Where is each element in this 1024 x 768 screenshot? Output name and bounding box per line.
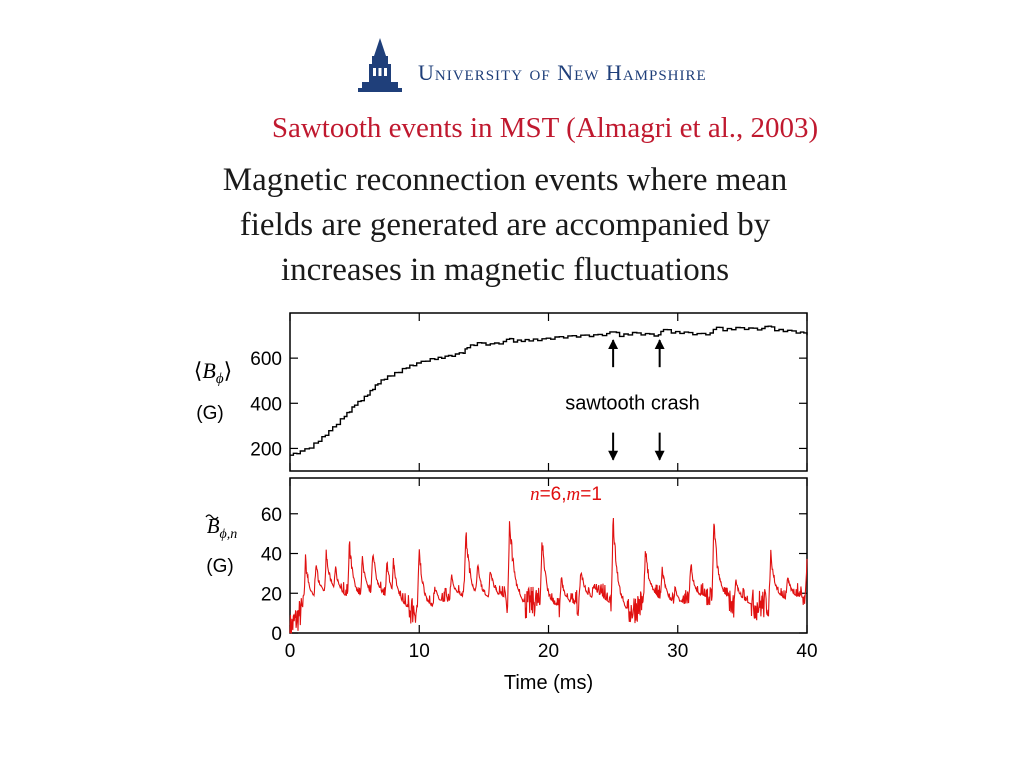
bottom-ytick-label: 60 [261,505,282,526]
bottom-xtick-label: 10 [409,641,430,662]
x-axis-label: Time (ms) [504,672,593,694]
bottom-ytick-label: 0 [271,624,282,645]
bottom-xtick-label: 30 [667,641,688,662]
bottom-ytick-label: 40 [261,545,282,566]
bottom-ylabel-unit: (G) [206,556,233,577]
slide-subtitle: Sawtooth events in MST (Almagri et al., … [271,112,819,144]
bottom-xtick-label: 40 [796,641,817,662]
top-ylabel-unit: (G) [196,403,223,424]
mean-field-series [290,325,808,456]
fluctuation-series [289,517,808,634]
sawtooth-crash-label: sawtooth crash [565,392,700,414]
top-ytick-label: 200 [250,439,282,460]
headline-line-2: fields are generated are accompanied by [239,207,771,243]
university-logo: University of New Hampshire [356,38,756,94]
tilde-mark [205,514,219,520]
top-ytick-label: 400 [250,394,282,415]
slide-headline: Magnetic reconnection events where mean … [150,158,860,293]
top-ylabel-symbol: ⟨Bϕ⟩ [194,358,232,387]
top-panel-frame [289,312,808,472]
bell-tower-icon [358,38,402,92]
mode-legend: n=6,m=1 [530,484,602,505]
bottom-ytick-label: 20 [261,584,282,605]
university-name: University of New Hampshire [418,60,707,85]
bottom-ylabel-symbol: Bϕ,n [207,514,238,542]
headline-line-3: increases in magnetic fluctuations [280,252,730,288]
headline-line-1: Magnetic reconnection events where mean [222,162,788,198]
top-ytick-label: 600 [250,349,282,370]
bottom-xtick-label: 20 [538,641,559,662]
bottom-xtick-label: 0 [285,641,296,662]
